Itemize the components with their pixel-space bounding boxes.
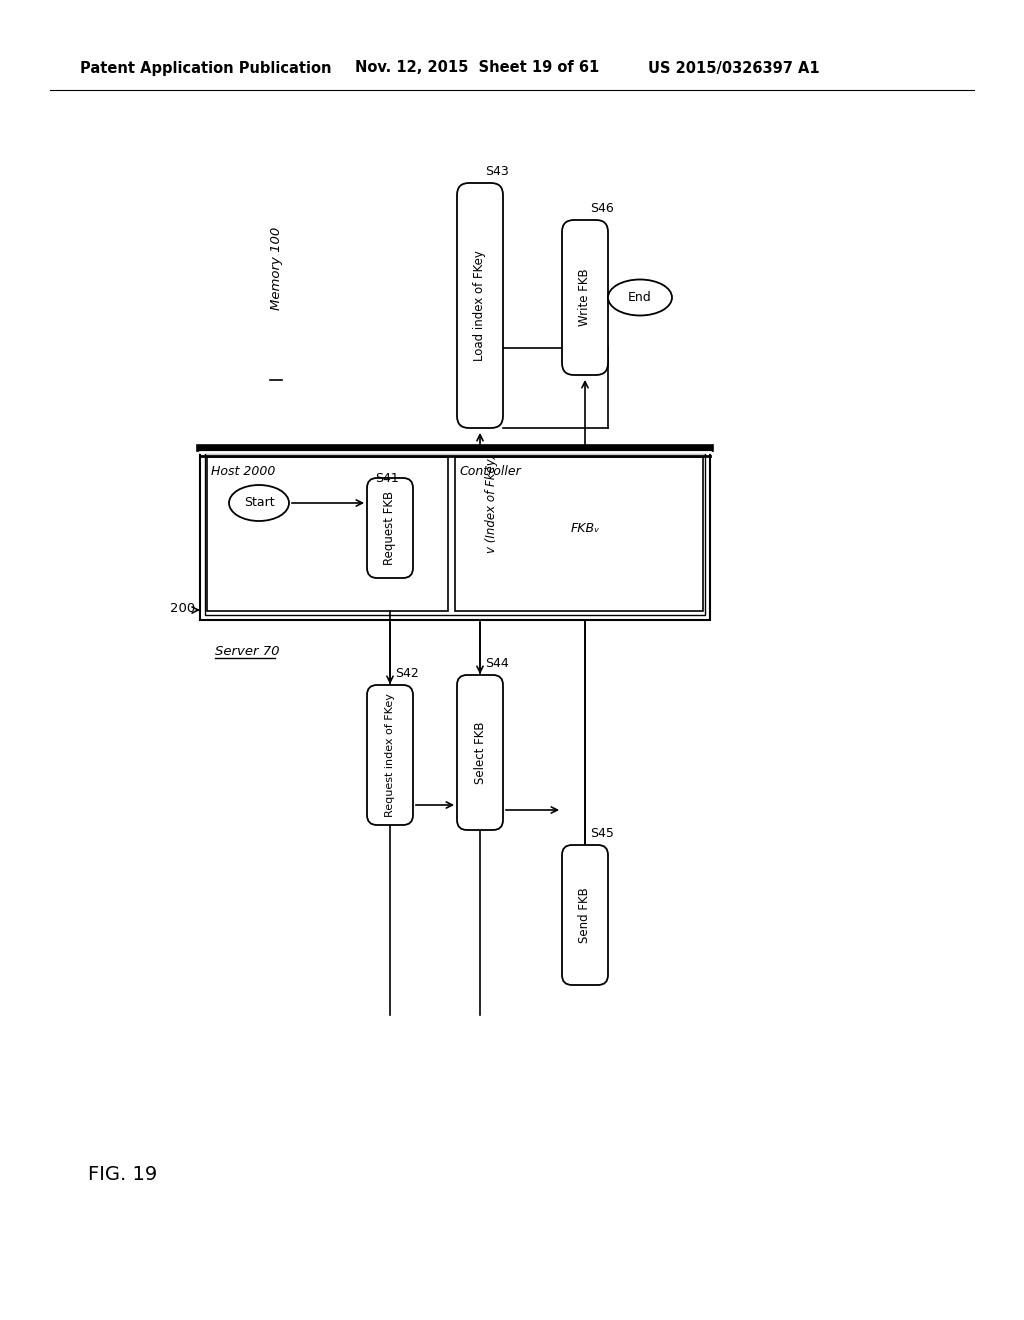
FancyBboxPatch shape (367, 685, 413, 825)
Text: Patent Application Publication: Patent Application Publication (80, 61, 332, 75)
Bar (207, 457, 449, 611)
Text: Server 70: Server 70 (215, 645, 280, 657)
Text: S46: S46 (590, 202, 613, 215)
FancyBboxPatch shape (367, 478, 413, 578)
Bar (200, 447, 710, 620)
Text: FKBᵥ: FKBᵥ (570, 521, 600, 535)
Text: US 2015/0326397 A1: US 2015/0326397 A1 (648, 61, 819, 75)
Text: Request index of FKey: Request index of FKey (385, 693, 395, 817)
Text: 200: 200 (170, 602, 195, 615)
Text: FIG. 19: FIG. 19 (88, 1166, 158, 1184)
Text: Write FKB: Write FKB (579, 269, 592, 326)
Bar (455, 457, 703, 611)
Text: Start: Start (244, 496, 274, 510)
Text: S42: S42 (395, 667, 419, 680)
Text: Select FKB: Select FKB (473, 721, 486, 784)
Text: Host 2000: Host 2000 (211, 465, 275, 478)
Text: S43: S43 (485, 165, 509, 178)
FancyBboxPatch shape (457, 183, 503, 428)
Text: Load index of FKey: Load index of FKey (473, 249, 486, 360)
Text: S44: S44 (485, 657, 509, 671)
FancyBboxPatch shape (562, 220, 608, 375)
Ellipse shape (608, 280, 672, 315)
FancyBboxPatch shape (562, 845, 608, 985)
Text: Controller: Controller (459, 465, 521, 478)
Text: Nov. 12, 2015  Sheet 19 of 61: Nov. 12, 2015 Sheet 19 of 61 (355, 61, 599, 75)
Text: Send FKB: Send FKB (579, 887, 592, 942)
Text: End: End (628, 290, 652, 304)
Text: v (Index of Fkey): v (Index of Fkey) (485, 453, 498, 553)
Text: S41: S41 (375, 473, 398, 484)
Text: Request FKB: Request FKB (384, 491, 396, 565)
Ellipse shape (229, 484, 289, 521)
Text: Memory 100: Memory 100 (270, 227, 283, 310)
Text: S45: S45 (590, 828, 613, 840)
FancyBboxPatch shape (457, 675, 503, 830)
Bar (205, 453, 705, 615)
